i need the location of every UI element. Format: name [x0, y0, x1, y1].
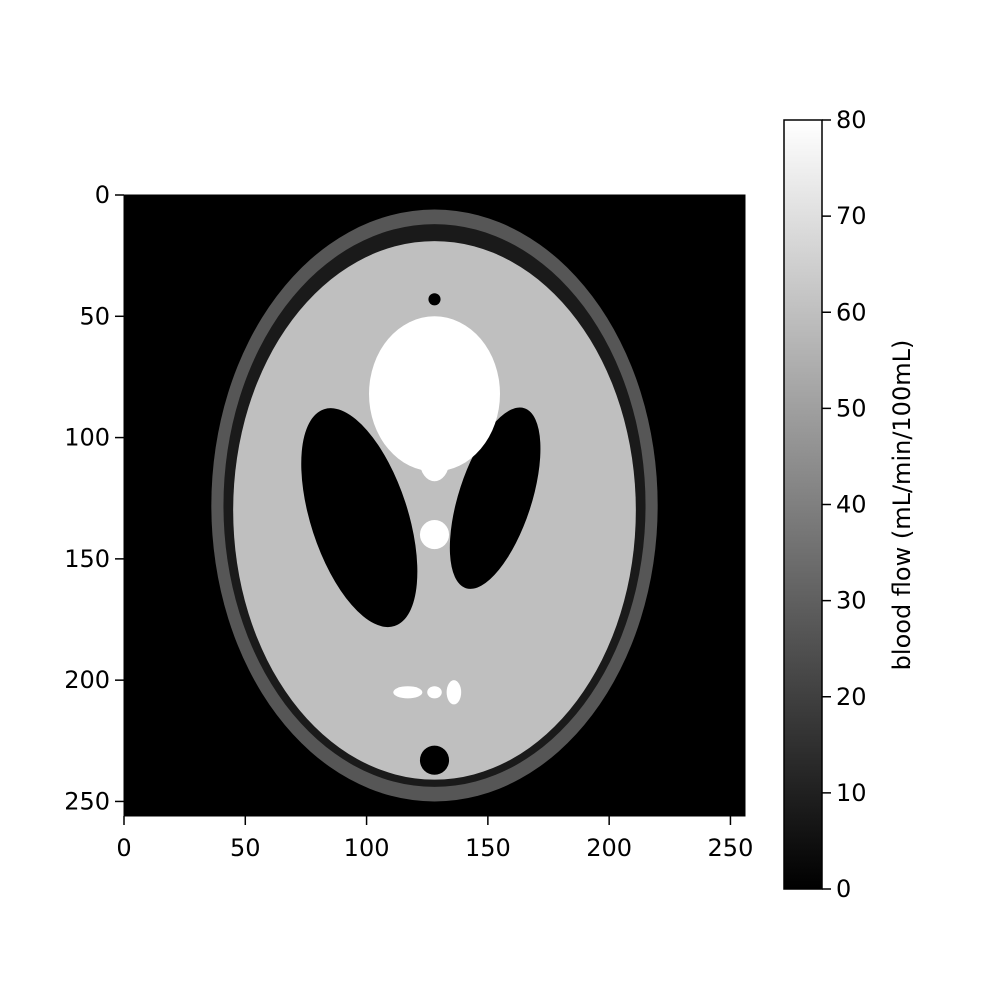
phantom-region [419, 745, 450, 775]
colorbar-tick-label: 50 [836, 394, 867, 422]
colorbar-ticks: 0 10 20 30 40 50 60 70 80 [822, 106, 867, 903]
colorbar: 0 10 20 30 40 50 60 70 80 blood flow (mL/min/100… [783, 106, 916, 903]
phantom-region [428, 293, 441, 306]
phantom-region [449, 407, 541, 589]
y-tick-label: 150 [64, 545, 110, 573]
phantom-image-axes: 0 50 100 150 200 250 0 50 100 150 200 250 [64, 181, 753, 862]
y-tick-label: 100 [64, 424, 110, 452]
colorbar-tick-label: 0 [836, 875, 851, 903]
y-tick-label: 50 [79, 302, 110, 330]
x-tick-label: 50 [230, 834, 261, 862]
x-axis: 0 50 100 150 200 250 [116, 816, 753, 862]
colorbar-tick-label: 60 [836, 298, 867, 326]
phantom-region [393, 686, 423, 699]
y-tick-label: 250 [64, 787, 110, 815]
phantom-region [446, 680, 462, 705]
y-axis: 0 50 100 150 200 250 [64, 181, 124, 815]
colorbar-gradient [783, 119, 823, 890]
image-frame [123, 194, 746, 817]
x-tick-label: 0 [116, 834, 131, 862]
x-tick-label: 200 [586, 834, 632, 862]
x-tick-label: 250 [708, 834, 754, 862]
colorbar-label: blood flow (mL/min/100mL) [888, 340, 916, 671]
phantom-region [369, 316, 500, 472]
phantom-region [419, 520, 450, 550]
x-tick-label: 150 [465, 834, 511, 862]
colorbar-tick-label: 10 [836, 779, 867, 807]
colorbar-tick-label: 40 [836, 491, 867, 519]
y-tick-label: 0 [95, 181, 110, 209]
phantom-region [233, 241, 636, 780]
y-tick-label: 200 [64, 666, 110, 694]
colorbar-tick-label: 30 [836, 587, 867, 615]
phantom-region [427, 686, 442, 699]
x-tick-label: 100 [344, 834, 390, 862]
colorbar-tick-label: 20 [836, 683, 867, 711]
phantom-regions [211, 209, 658, 802]
phantom-region [419, 442, 450, 482]
phantom-region [301, 408, 418, 628]
colorbar-tick-label: 80 [836, 106, 867, 134]
colorbar-tick-label: 70 [836, 202, 867, 230]
